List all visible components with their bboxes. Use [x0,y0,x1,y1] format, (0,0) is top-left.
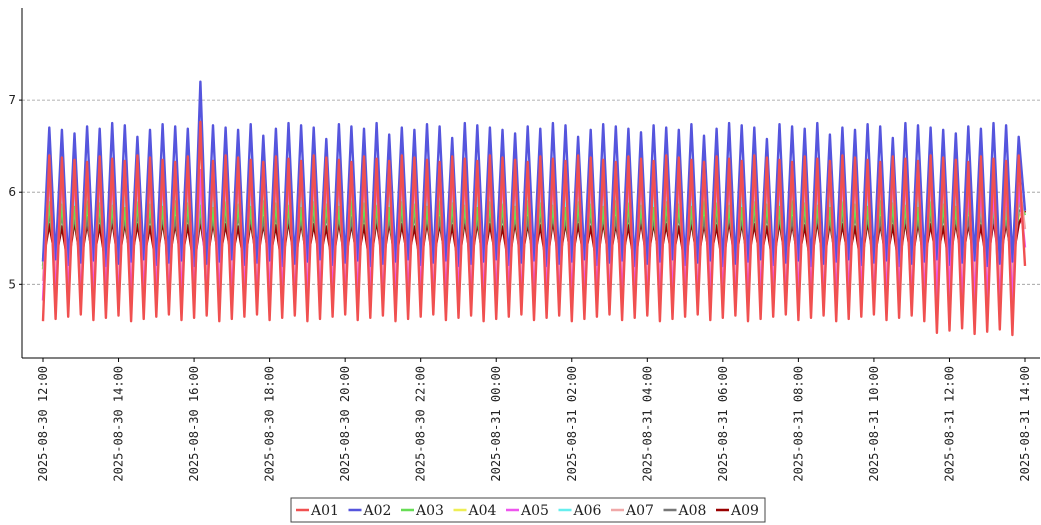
x-tick-label-9: 2025-08-31 06:00 [716,366,730,482]
x-ticks: 2025-08-30 12:00 2025-08-30 14:00 2025-08-… [36,358,1032,482]
series-line-a02 [41,80,1027,268]
axes [21,8,1040,359]
x-tick-label-2: 2025-08-30 16:00 [187,366,201,482]
x-tick-label-7: 2025-08-31 02:00 [565,366,579,482]
series-line-a01 [41,120,1027,337]
legend-label-a01: A01 [310,503,339,519]
legend-label-a04: A04 [468,503,497,519]
y-tick-label-1: 6 [8,185,16,199]
x-tick-label-13: 2025-08-31 14:00 [1018,366,1032,482]
legend-label-a05: A05 [520,503,549,519]
x-tick-label-1: 2025-08-30 14:00 [112,366,126,482]
x-tick-label-12: 2025-08-31 12:00 [942,366,956,482]
legend-label-a07: A07 [625,503,654,519]
legend-box [290,497,766,523]
legend-label-a02: A02 [363,503,392,519]
x-tick-label-3: 2025-08-30 18:00 [263,366,277,482]
legend-label-a09: A09 [730,503,759,519]
x-tick-label-6: 2025-08-31 00:00 [489,366,503,482]
x-tick-label-5: 2025-08-30 22:00 [414,366,428,482]
x-tick-label-11: 2025-08-31 10:00 [867,366,881,482]
legend: A01 A02 A03 A04 A05 A06 A07 A08 A09 [290,497,766,523]
y-tick-label-0: 5 [8,277,16,291]
series-lines [41,80,1027,337]
x-tick-label-8: 2025-08-31 04:00 [640,366,654,482]
y-ticks: 5 6 7 [8,93,22,291]
x-tick-label-0: 2025-08-30 12:00 [36,366,50,482]
x-tick-label-10: 2025-08-31 08:00 [791,366,805,482]
legend-label-a03: A03 [415,503,444,519]
x-tick-label-4: 2025-08-30 20:00 [338,366,352,482]
y-tick-label-2: 7 [8,93,16,107]
legend-label-a08: A08 [678,503,707,519]
legend-label-a06: A06 [573,503,602,519]
